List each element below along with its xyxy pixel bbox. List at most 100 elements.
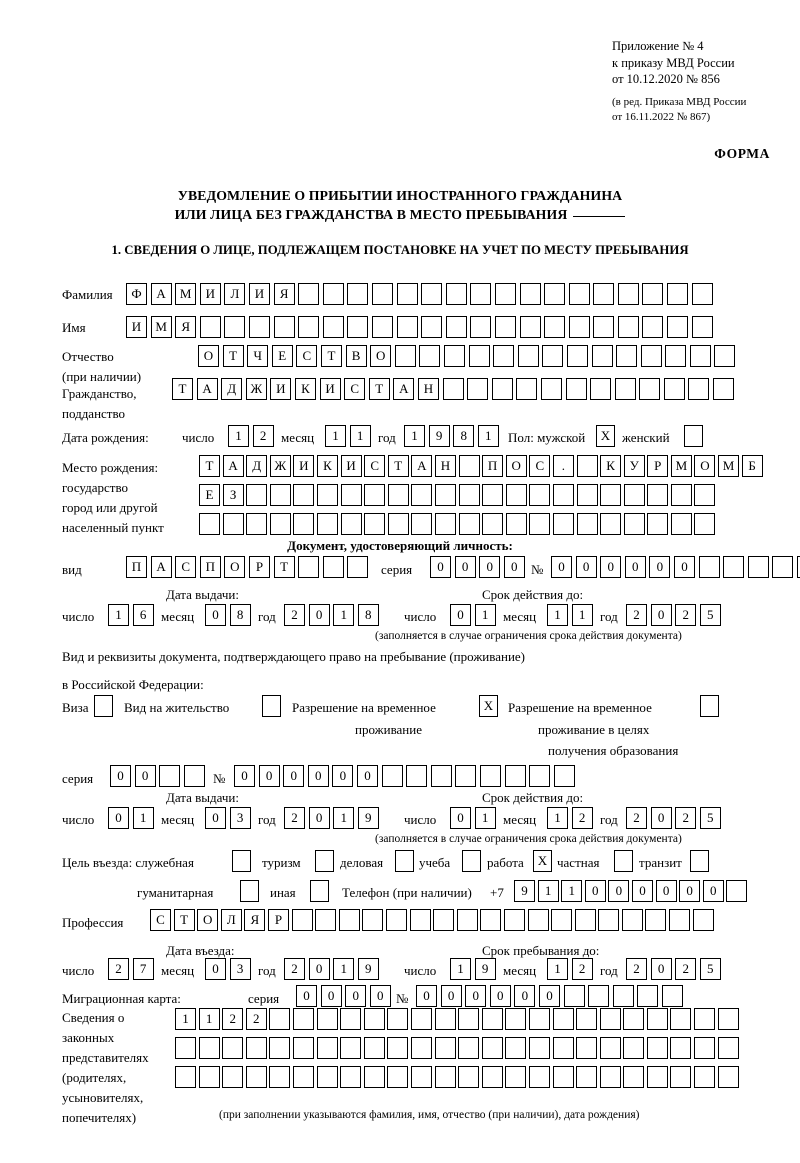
- char-cell[interactable]: 2: [626, 807, 647, 829]
- char-cell[interactable]: М: [150, 316, 172, 338]
- char-cell[interactable]: [430, 765, 452, 787]
- char-cell[interactable]: [347, 283, 369, 305]
- char-cell[interactable]: [292, 1008, 314, 1030]
- char-cell[interactable]: [394, 345, 416, 367]
- char-cell[interactable]: 2: [252, 425, 274, 447]
- char-cell[interactable]: [433, 909, 455, 931]
- char-cell[interactable]: Т: [387, 455, 409, 477]
- char-cell[interactable]: 0: [489, 985, 511, 1007]
- char-cell[interactable]: [642, 283, 664, 305]
- char-cell[interactable]: [669, 909, 691, 931]
- char-cell[interactable]: [552, 484, 574, 506]
- char-cell[interactable]: 3: [229, 958, 251, 980]
- char-cell[interactable]: [551, 909, 573, 931]
- char-cell[interactable]: О: [694, 455, 716, 477]
- char-cell[interactable]: А: [150, 556, 172, 578]
- char-cell[interactable]: 1: [132, 807, 154, 829]
- char-cell[interactable]: [612, 985, 634, 1007]
- char-cell[interactable]: [517, 345, 539, 367]
- char-cell[interactable]: [406, 765, 428, 787]
- char-cell[interactable]: Ф: [126, 283, 147, 305]
- char-cell[interactable]: [694, 1008, 716, 1030]
- char-cell[interactable]: [544, 316, 566, 338]
- char-cell[interactable]: [364, 484, 386, 506]
- char-cell[interactable]: [434, 1037, 456, 1059]
- char-cell[interactable]: 0: [205, 604, 226, 626]
- char-cell[interactable]: 2: [284, 807, 305, 829]
- char-cell[interactable]: [410, 1008, 432, 1030]
- char-cell[interactable]: 0: [134, 765, 156, 787]
- char-cell[interactable]: [198, 1037, 220, 1059]
- char-cell[interactable]: [717, 1008, 739, 1030]
- char-cell[interactable]: [340, 1037, 362, 1059]
- char-cell[interactable]: [298, 283, 320, 305]
- char-cell[interactable]: [663, 378, 685, 400]
- char-cell[interactable]: [387, 1066, 409, 1088]
- char-cell[interactable]: [246, 484, 268, 506]
- char-cell[interactable]: [443, 345, 465, 367]
- char-cell[interactable]: И: [248, 283, 270, 305]
- char-cell[interactable]: [175, 1037, 196, 1059]
- char-cell[interactable]: Д: [221, 378, 243, 400]
- purpose-business-checkbox[interactable]: [395, 850, 414, 872]
- char-cell[interactable]: [692, 909, 714, 931]
- char-cell[interactable]: [529, 513, 551, 535]
- char-cell[interactable]: [689, 345, 711, 367]
- char-cell[interactable]: [623, 513, 645, 535]
- sex-male-checkbox[interactable]: X: [596, 425, 615, 447]
- char-cell[interactable]: [434, 484, 456, 506]
- char-cell[interactable]: [529, 765, 551, 787]
- char-cell[interactable]: [566, 345, 588, 367]
- char-cell[interactable]: [528, 1066, 550, 1088]
- char-cell[interactable]: Р: [647, 455, 669, 477]
- char-cell[interactable]: [576, 484, 598, 506]
- char-cell[interactable]: [421, 316, 443, 338]
- char-cell[interactable]: [670, 484, 692, 506]
- char-cell[interactable]: [600, 484, 622, 506]
- char-cell[interactable]: 0: [108, 807, 129, 829]
- char-cell[interactable]: [458, 1037, 480, 1059]
- char-cell[interactable]: [694, 513, 716, 535]
- char-cell[interactable]: [528, 1037, 550, 1059]
- char-cell[interactable]: [434, 513, 456, 535]
- char-cell[interactable]: 0: [655, 880, 677, 902]
- char-cell[interactable]: 1: [450, 958, 471, 980]
- char-cell[interactable]: [199, 316, 221, 338]
- char-cell[interactable]: 1: [108, 604, 129, 626]
- char-cell[interactable]: З: [222, 484, 244, 506]
- char-cell[interactable]: А: [196, 378, 218, 400]
- char-cell[interactable]: [568, 316, 590, 338]
- purpose-study-checkbox[interactable]: [462, 850, 481, 872]
- char-cell[interactable]: [646, 1066, 668, 1088]
- char-cell[interactable]: [269, 1008, 291, 1030]
- char-cell[interactable]: [222, 1066, 244, 1088]
- char-cell[interactable]: [691, 283, 713, 305]
- char-cell[interactable]: [528, 1008, 550, 1030]
- char-cell[interactable]: [340, 1008, 362, 1030]
- char-cell[interactable]: [593, 283, 615, 305]
- legal-rep-row-3[interactable]: [175, 1066, 741, 1088]
- char-cell[interactable]: [529, 484, 551, 506]
- char-cell[interactable]: [434, 1008, 456, 1030]
- char-cell[interactable]: Т: [222, 345, 244, 367]
- residence-permit-checkbox[interactable]: [262, 695, 281, 717]
- char-cell[interactable]: Р: [248, 556, 270, 578]
- purpose-humanitarian-checkbox[interactable]: [240, 880, 259, 902]
- char-cell[interactable]: [646, 1037, 668, 1059]
- purpose-private-checkbox[interactable]: [614, 850, 633, 872]
- char-cell[interactable]: [347, 316, 369, 338]
- char-cell[interactable]: И: [340, 455, 362, 477]
- char-cell[interactable]: П: [126, 556, 147, 578]
- visa-checkbox[interactable]: [94, 695, 113, 717]
- char-cell[interactable]: [493, 345, 515, 367]
- char-cell[interactable]: 0: [624, 556, 646, 578]
